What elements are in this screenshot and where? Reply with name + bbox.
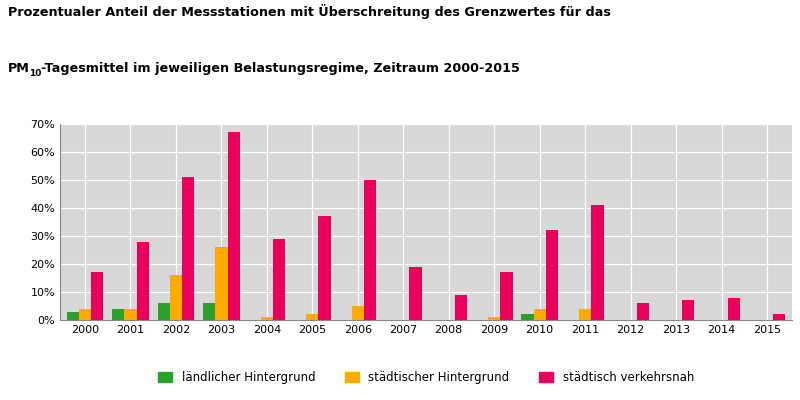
Bar [182, 177, 194, 320]
Bar [488, 317, 500, 320]
Bar [170, 275, 182, 320]
Bar [591, 205, 603, 320]
Bar [728, 298, 740, 320]
Bar [261, 317, 273, 320]
Bar [773, 314, 786, 320]
Bar [410, 267, 422, 320]
Bar [318, 216, 330, 320]
Bar [352, 306, 364, 320]
Bar [158, 303, 170, 320]
Bar [273, 239, 286, 320]
Text: 10: 10 [29, 69, 42, 78]
Text: Prozentualer Anteil der Messstationen mit Überschreitung des Grenzwertes für das: Prozentualer Anteil der Messstationen mi… [8, 4, 611, 19]
Bar [137, 242, 149, 320]
Bar [500, 272, 513, 320]
Bar [546, 230, 558, 320]
Bar [91, 272, 103, 320]
Bar [306, 314, 318, 320]
Bar [364, 180, 376, 320]
Bar [522, 314, 534, 320]
Bar [637, 303, 649, 320]
Bar [203, 303, 215, 320]
Text: PM: PM [8, 62, 30, 75]
Bar [215, 247, 227, 320]
Bar [534, 309, 546, 320]
Text: -Tagesmittel im jeweiligen Belastungsregime, Zeitraum 2000-2015: -Tagesmittel im jeweiligen Belastungsreg… [41, 62, 520, 75]
Bar [66, 312, 79, 320]
Bar [227, 132, 240, 320]
Bar [79, 309, 91, 320]
Legend: ländlicher Hintergrund, städtischer Hintergrund, städtisch verkehrsnah: ländlicher Hintergrund, städtischer Hint… [154, 366, 698, 388]
Bar [124, 309, 137, 320]
Bar [455, 295, 467, 320]
Bar [682, 300, 694, 320]
Bar [579, 309, 591, 320]
Bar [112, 309, 124, 320]
